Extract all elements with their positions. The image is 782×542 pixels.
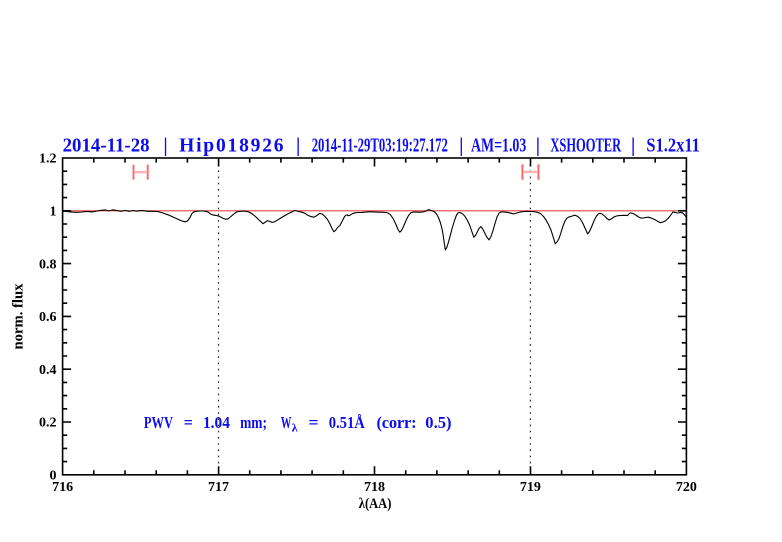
svg-text:0: 0 — [50, 469, 57, 484]
svg-text:norm. flux: norm. flux — [11, 283, 27, 349]
svg-text:2014-11-29T03:19:27.172: 2014-11-29T03:19:27.172 — [312, 136, 448, 157]
svg-text:AM=1.03: AM=1.03 — [471, 136, 526, 157]
svg-text:1: 1 — [50, 205, 57, 220]
svg-text:S1.2x11: S1.2x11 — [646, 136, 700, 157]
svg-text:0.5): 0.5) — [425, 413, 451, 432]
svg-text:λ(AA): λ(AA) — [359, 496, 392, 512]
svg-text:|: | — [536, 136, 540, 157]
svg-text:(corr:: (corr: — [377, 413, 417, 432]
svg-text:717: 717 — [208, 480, 229, 495]
svg-text:λ: λ — [292, 423, 298, 435]
svg-text:720: 720 — [676, 480, 697, 495]
svg-text:mm;: mm; — [240, 413, 267, 432]
svg-text:W: W — [281, 413, 292, 432]
svg-text:|: | — [296, 136, 300, 157]
svg-text:|: | — [631, 136, 635, 157]
svg-text:1.04: 1.04 — [203, 413, 230, 432]
svg-text:0.8: 0.8 — [39, 257, 57, 272]
svg-text:0.2: 0.2 — [39, 416, 57, 431]
svg-text:718: 718 — [364, 480, 385, 495]
svg-text:0.6: 0.6 — [39, 310, 57, 325]
svg-text:1.2: 1.2 — [39, 152, 57, 167]
svg-text:|: | — [459, 136, 463, 157]
svg-text:PWV: PWV — [144, 413, 173, 432]
svg-text:=: = — [309, 413, 319, 432]
svg-text:2014-11-28: 2014-11-28 — [63, 136, 150, 157]
svg-text:719: 719 — [520, 480, 541, 495]
svg-text:0.51Å: 0.51Å — [329, 413, 365, 432]
svg-text:|: | — [163, 136, 167, 157]
svg-text:=: = — [184, 413, 193, 432]
svg-text:716: 716 — [52, 480, 73, 495]
svg-text:0.4: 0.4 — [39, 363, 57, 378]
svg-text:Hip018926: Hip018926 — [179, 136, 284, 157]
svg-text:XSHOOTER: XSHOOTER — [550, 136, 621, 157]
